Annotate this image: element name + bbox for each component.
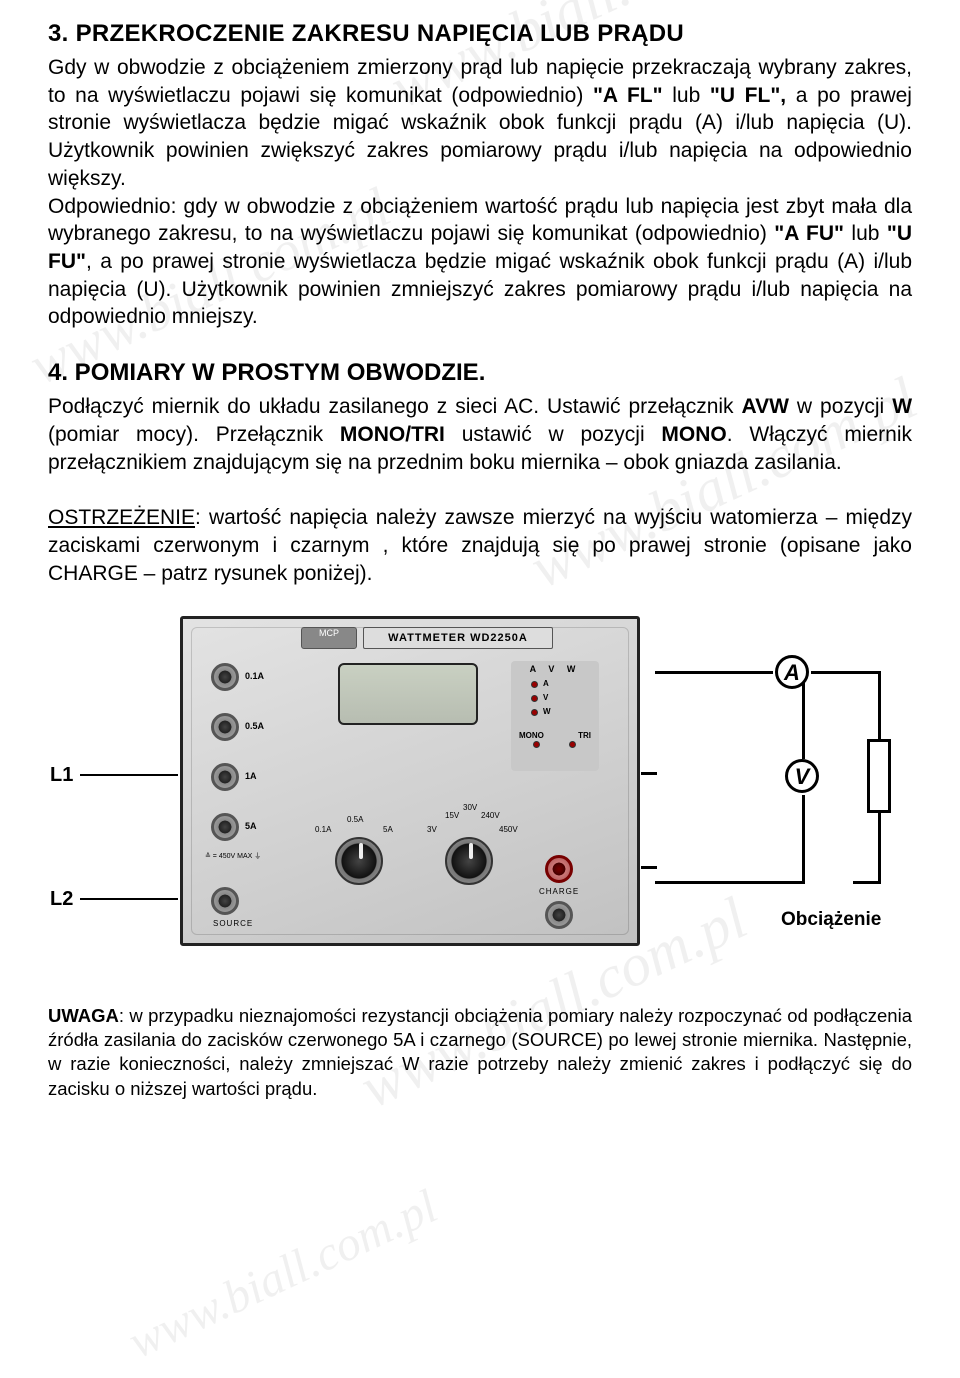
term-a-fu: "A FU" bbox=[774, 222, 844, 245]
jack-0.1a bbox=[211, 663, 239, 691]
note-text: : w przypadku nieznajomości rezystancji … bbox=[48, 1005, 912, 1099]
term-monotri: MONO/TRI bbox=[340, 423, 445, 446]
term-avw: AVW bbox=[742, 395, 789, 418]
wire bbox=[853, 881, 881, 884]
text: ustawić w pozycji bbox=[445, 423, 662, 446]
jack-charge-black bbox=[545, 901, 573, 929]
term-u-fl: "U FL", bbox=[710, 84, 786, 107]
load-label: Obciążenie bbox=[781, 909, 881, 931]
wire bbox=[641, 772, 657, 775]
knob1-tick: 0.5A bbox=[347, 815, 363, 824]
text: lub bbox=[663, 84, 710, 107]
jack-5a bbox=[211, 813, 239, 841]
label-l1: L1 bbox=[50, 764, 73, 787]
wire bbox=[878, 811, 881, 884]
figure-wattmeter: L1 L2 MCP WATTMETER WD2250A A V W A V W … bbox=[50, 616, 910, 986]
wire bbox=[878, 671, 881, 741]
note-label: UWAGA bbox=[48, 1005, 119, 1026]
jack-0.5a bbox=[211, 713, 239, 741]
led-v-label: V bbox=[543, 693, 548, 702]
label-l2: L2 bbox=[50, 888, 73, 911]
text: Podłączyć miernik do układu zasilanego z… bbox=[48, 395, 742, 418]
section-4: 4. POMIARY W PROSTYM OBWODZIE. Podłączyć… bbox=[48, 359, 912, 476]
led-mono-icon bbox=[533, 741, 540, 748]
device-panel: MCP WATTMETER WD2250A A V W A V W MONO T… bbox=[180, 616, 640, 946]
led-mono-label: MONO bbox=[519, 731, 544, 740]
knob2-tick: 240V bbox=[481, 811, 500, 820]
charge-label: CHARGE bbox=[539, 887, 579, 896]
watermark: www.biall.com.pl bbox=[120, 1179, 446, 1370]
max-voltage-label: ≙ = 450V MAX ⏚ bbox=[205, 851, 261, 861]
knob2-tick: 30V bbox=[463, 803, 477, 812]
term-a-fl: "A FL" bbox=[593, 84, 663, 107]
led-tri-icon bbox=[569, 741, 576, 748]
led-w-icon bbox=[531, 709, 538, 716]
jack-1a-label: 1A bbox=[245, 771, 257, 781]
text: (pomiar mocy). Przełącznik bbox=[48, 423, 340, 446]
led-v-icon bbox=[531, 695, 538, 702]
warning-paragraph: OSTRZEŻENIE: wartość napięcia należy zaw… bbox=[48, 504, 912, 587]
source-label: SOURCE bbox=[213, 919, 253, 928]
led-group: A V W A V W MONO TRI bbox=[511, 661, 599, 771]
wire bbox=[641, 866, 657, 869]
circuit-diagram: A V Obciążenie bbox=[655, 671, 885, 901]
knob2-tick: 15V bbox=[445, 811, 459, 820]
text: , a po prawej stronie wyświetlacza będzi… bbox=[48, 250, 912, 328]
knob2-tick: 450V bbox=[499, 825, 518, 834]
knob1-tick: 0.1A bbox=[315, 825, 331, 834]
term-w: W bbox=[892, 395, 912, 418]
section-3-title: 3. PRZEKROCZENIE ZAKRESU NAPIĘCIA LUB PR… bbox=[48, 20, 912, 48]
section-3-para-1: Gdy w obwodzie z obciążeniem zmierzony p… bbox=[48, 54, 912, 193]
jack-1a bbox=[211, 763, 239, 791]
line-l1 bbox=[80, 774, 178, 776]
note-label-text: UWAGA bbox=[48, 1005, 119, 1026]
jack-0.1a-label: 0.1A bbox=[245, 671, 264, 681]
section-4-para: Podłączyć miernik do układu zasilanego z… bbox=[48, 393, 912, 476]
knob2-tick: 3V bbox=[427, 825, 437, 834]
lcd-display bbox=[338, 663, 478, 725]
voltmeter-symbol: V bbox=[785, 759, 819, 793]
jack-5a-label: 5A bbox=[245, 821, 257, 831]
model-label: WATTMETER WD2250A bbox=[363, 627, 553, 649]
knob1-tick: 5A bbox=[383, 825, 393, 834]
line-l2 bbox=[80, 898, 178, 900]
led-tri-label: TRI bbox=[578, 731, 591, 740]
warning-label: OSTRZEŻENIE bbox=[48, 506, 195, 529]
section-3: 3. PRZEKROCZENIE ZAKRESU NAPIĘCIA LUB PR… bbox=[48, 20, 912, 331]
section-3-para-2: Odpowiednio: gdy w obwodzie z obciążenie… bbox=[48, 193, 912, 332]
jack-0.5a-label: 0.5A bbox=[245, 721, 264, 731]
section-4-title: 4. POMIARY W PROSTYM OBWODZIE. bbox=[48, 359, 912, 387]
load-symbol bbox=[867, 739, 891, 813]
current-knob bbox=[335, 837, 383, 885]
led-heading: A V W bbox=[511, 664, 599, 674]
wire bbox=[655, 671, 773, 674]
led-a-icon bbox=[531, 681, 538, 688]
text: lub bbox=[844, 222, 887, 245]
led-a-label: A bbox=[543, 679, 549, 688]
term-mono: MONO bbox=[661, 423, 726, 446]
led-w-label: W bbox=[543, 707, 551, 716]
wire bbox=[655, 881, 805, 884]
wire bbox=[811, 671, 881, 674]
jack-source bbox=[211, 887, 239, 915]
jack-charge-red bbox=[545, 855, 573, 883]
wire bbox=[802, 795, 805, 883]
ammeter-symbol: A bbox=[775, 655, 809, 689]
voltage-knob bbox=[445, 837, 493, 885]
text: w pozycji bbox=[789, 395, 892, 418]
brand-badge: MCP bbox=[301, 627, 357, 649]
note-paragraph: UWAGA: w przypadku nieznajomości rezysta… bbox=[48, 1004, 912, 1102]
